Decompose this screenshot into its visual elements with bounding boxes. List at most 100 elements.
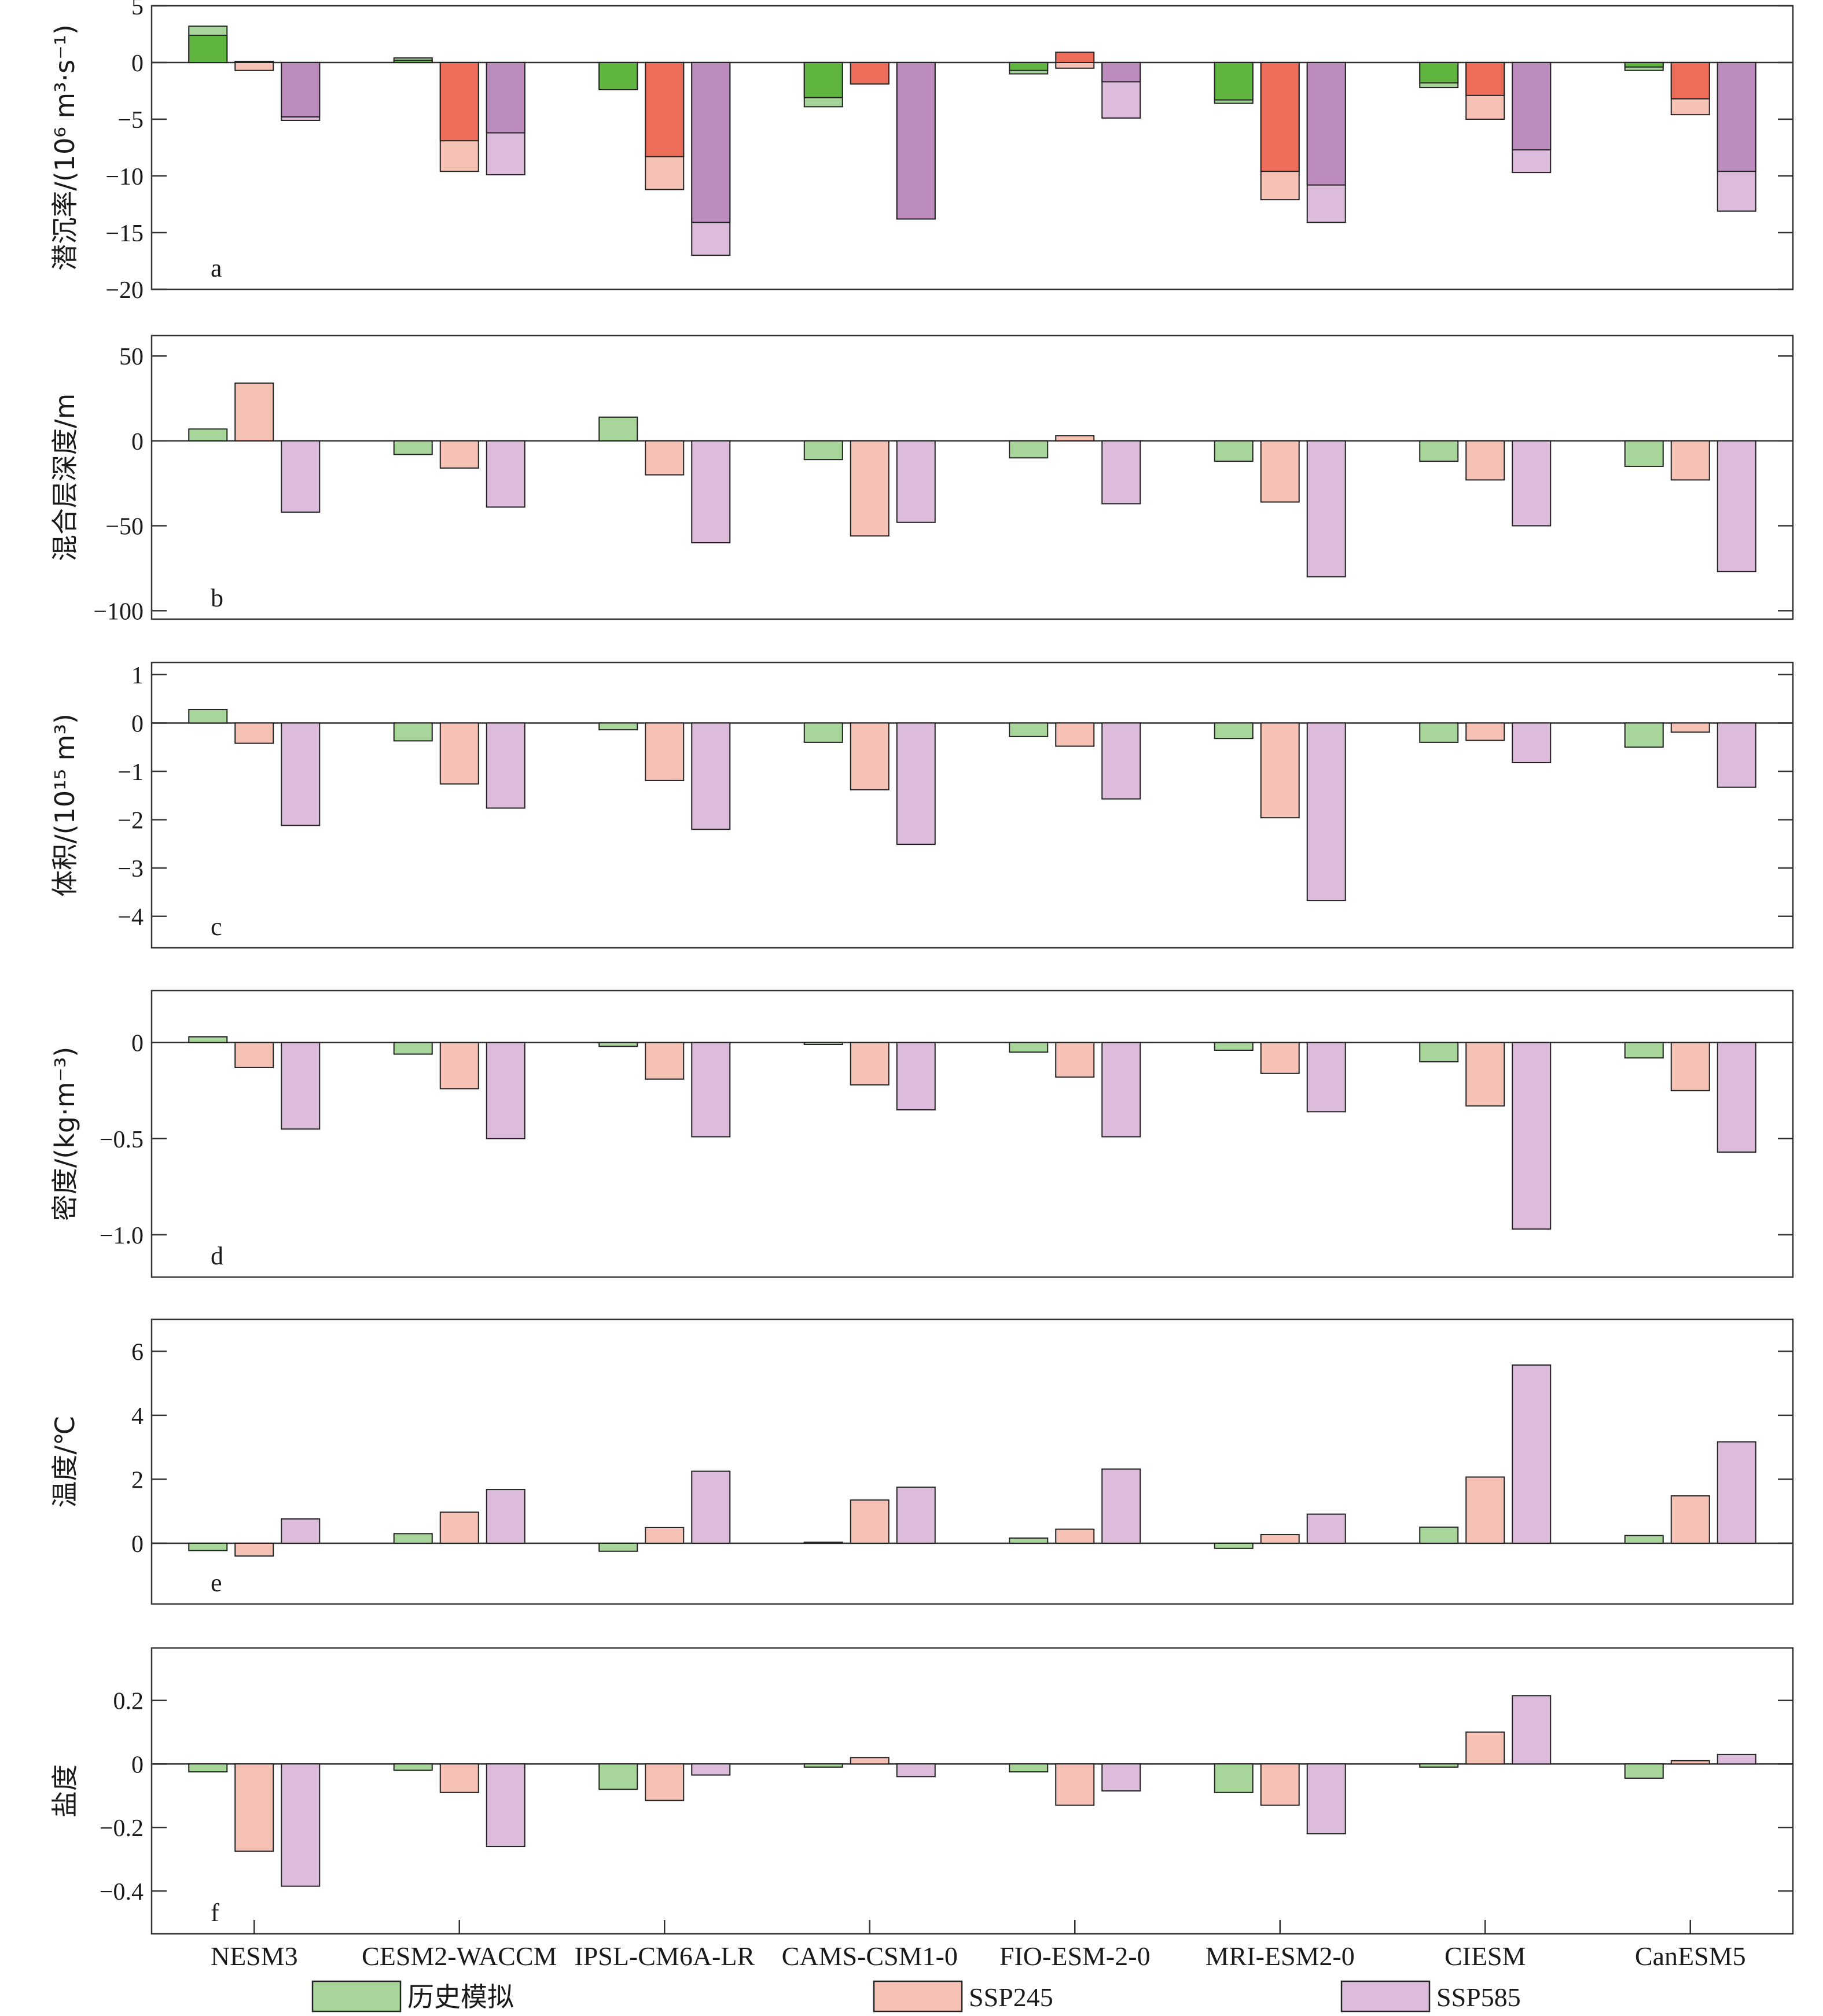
category-label: CanESM5 (1635, 1941, 1746, 1971)
bar-c-1-1 (439, 722, 479, 785)
bar-e-0-1 (393, 1533, 433, 1544)
bar-d-0-3 (803, 1042, 843, 1046)
bar-f-2-4 (1101, 1763, 1141, 1792)
bar-d-2-5 (1306, 1042, 1346, 1113)
bar-b-0-0 (188, 428, 228, 442)
bar-d-2-7 (1717, 1042, 1756, 1153)
category-label: IPSL-CM6A-LR (574, 1941, 755, 1971)
bar-f-0-7 (1624, 1763, 1664, 1779)
bar-f-2-3 (896, 1763, 936, 1778)
bar-c-0-4 (1009, 722, 1049, 737)
bar-f-1-1 (439, 1763, 479, 1793)
y-tick-label: 0 (131, 1031, 144, 1057)
category-label: CESM2-WACCM (362, 1941, 557, 1971)
bar-part-a-1-2 (645, 62, 685, 157)
bar-e-2-0 (281, 1518, 321, 1544)
bar-f-1-2 (645, 1763, 685, 1801)
bar-b-1-0 (234, 382, 274, 442)
bar-b-0-4 (1009, 440, 1049, 459)
panel-letter-a: a (211, 254, 222, 282)
bar-c-0-5 (1214, 722, 1254, 740)
bar-d-0-6 (1419, 1042, 1459, 1062)
y-tick-label: −1.0 (100, 1223, 144, 1249)
y-tick-label: 0 (131, 429, 144, 455)
bar-b-2-3 (896, 440, 936, 523)
panel-letter-b: b (211, 584, 223, 612)
bar-part-a-2-0 (281, 62, 321, 118)
bar-e-2-7 (1717, 1441, 1756, 1544)
x-axis-categories: NESM3 CESM2-WACCM IPSL-CM6A-LR CAMS-CSM1-0 F… (211, 1941, 1746, 1971)
bar-b-2-0 (281, 440, 321, 513)
y-tick-label: 2 (131, 1467, 144, 1493)
legend-label-2: SSP585 (1436, 1982, 1521, 2012)
bar-f-1-3 (850, 1757, 890, 1765)
panel-frame (150, 989, 1794, 1278)
bar-c-0-0 (188, 709, 228, 724)
panel-b: 50 0 −50 −100 b 混合层深度/m (49, 334, 1794, 625)
bar-d-0-7 (1624, 1042, 1664, 1059)
y-tick-label: 1 (131, 663, 144, 689)
panel-letter-e: e (211, 1569, 222, 1597)
bar-c-0-3 (803, 722, 843, 743)
bar-e-1-4 (1055, 1528, 1095, 1544)
bar-d-0-1 (393, 1042, 433, 1055)
y-tick-label: 6 (131, 1339, 144, 1366)
y-tick-label: 0 (131, 1752, 144, 1778)
bar-b-2-4 (1101, 440, 1141, 505)
bar-e-0-0 (188, 1542, 228, 1551)
bar-part-a-1-4 (1055, 51, 1095, 63)
panel-a: 5 0 −5 −10 −15 −20 a 潜沉率/(10⁶ m³·s⁻¹) (49, 0, 1794, 304)
bar-f-1-0 (234, 1763, 274, 1852)
bar-b-1-5 (1260, 440, 1300, 503)
bar-f-0-0 (188, 1763, 228, 1773)
y-tick-label: 0 (131, 50, 144, 77)
bar-part-a-1-7 (1670, 62, 1710, 100)
bar-part-a-1-6 (1465, 62, 1505, 96)
bar-part-a-0-3 (803, 62, 843, 98)
bar-b-0-6 (1419, 440, 1459, 462)
legend-label-1: SSP245 (969, 1982, 1053, 2012)
bar-b-1-6 (1465, 440, 1505, 481)
bar-b-1-3 (850, 440, 890, 537)
y-tick-label: −5 (117, 107, 144, 134)
bar-d-1-0 (234, 1042, 274, 1068)
bar-e-2-4 (1101, 1468, 1141, 1544)
y-tick-label: −15 (105, 220, 144, 247)
bar-e-0-5 (1214, 1542, 1254, 1549)
bar-f-1-5 (1260, 1763, 1300, 1806)
bar-e-0-6 (1419, 1526, 1459, 1544)
bar-d-0-5 (1214, 1042, 1254, 1051)
bar-b-1-1 (439, 440, 479, 469)
panel-f: 0.2 0 −0.2 −0.4 f 盐度 (49, 1647, 1794, 1935)
legend-swatch-2 (1340, 1980, 1431, 2013)
bar-part-a-1-0 (234, 61, 274, 64)
bar-f-2-0 (281, 1763, 321, 1887)
bar-e-2-5 (1306, 1513, 1346, 1544)
bar-d-2-0 (281, 1042, 321, 1130)
bar-c-2-5 (1306, 722, 1346, 902)
y-tick-label: 0.2 (113, 1688, 144, 1715)
bar-b-0-3 (803, 440, 843, 461)
bar-e-1-7 (1670, 1495, 1710, 1544)
bar-part-a-2-5 (1306, 62, 1346, 186)
panel-frame (150, 661, 1794, 949)
bar-c-1-5 (1260, 722, 1300, 819)
bar-f-2-6 (1512, 1695, 1552, 1765)
bar-part-a-0-0 (188, 34, 228, 63)
bar-f-0-4 (1009, 1763, 1049, 1773)
bar-f-0-5 (1214, 1763, 1254, 1793)
y-tick-label: 5 (131, 0, 144, 20)
y-axis-label-c: 体积/(10¹⁵ m³) (49, 713, 80, 897)
panel-frame (150, 1647, 1794, 1935)
y-tick-label: −4 (117, 904, 144, 931)
bar-e-1-3 (850, 1499, 890, 1544)
bar-part-a-0-6 (1419, 62, 1459, 84)
y-tick-label: −50 (105, 514, 144, 540)
bar-e-0-3 (803, 1542, 843, 1544)
bar-c-0-7 (1624, 722, 1664, 748)
panel-frame (150, 5, 1794, 290)
y-tick-label: −100 (93, 598, 144, 625)
y-tick-label: −20 (105, 277, 144, 304)
bar-e-2-2 (691, 1470, 731, 1544)
